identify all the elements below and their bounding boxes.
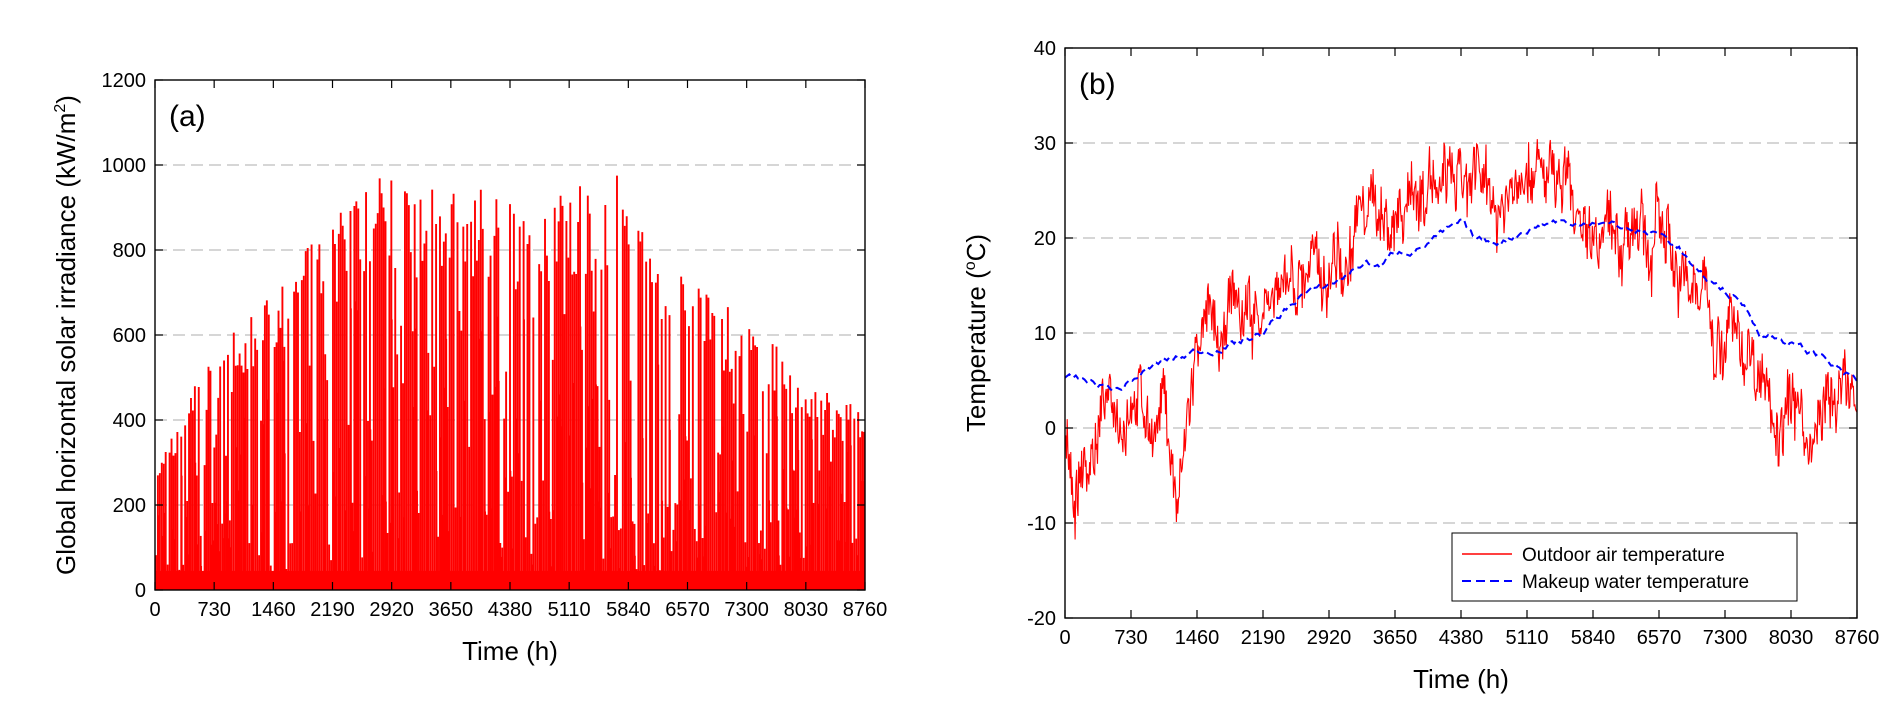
chart-b-y-axis-title-main: Temperature ( xyxy=(961,270,991,432)
chart-a-ticks xyxy=(154,79,866,591)
chart-b-x-tick-labels: 0 730 1460 2190 2920 3650 4380 5110 5840… xyxy=(1059,627,1879,649)
chart-a-y-axis-title-end: ) xyxy=(51,95,81,104)
chart-a-ytick-label: 200 xyxy=(113,495,146,517)
chart-b-legend-box xyxy=(1451,532,1798,602)
chart-a-xtick-label: 8030 xyxy=(784,599,829,621)
chart-b-xtick-label: 8760 xyxy=(1835,627,1880,649)
chart-a-xtick-label: 5840 xyxy=(606,599,651,621)
chart-b-xtick-label: 4380 xyxy=(1439,627,1484,649)
chart-a-xtick-label: 8760 xyxy=(843,599,888,621)
chart-b-legend-label-outdoor: Outdoor air temperature xyxy=(1522,545,1725,566)
chart-a-ytick-label: 0 xyxy=(135,580,146,602)
chart-a-xtick-label: 6570 xyxy=(665,599,710,621)
chart-b-y-axis-title-sup: o xyxy=(962,261,979,270)
chart-a-y-axis-title-main: Global horizontal solar irradiance (kW/m xyxy=(51,113,81,575)
chart-a-y-tick-labels: 0 200 400 600 800 1000 1200 xyxy=(102,70,147,602)
chart-b-xtick-label: 8030 xyxy=(1769,627,1814,649)
chart-a-bars xyxy=(155,175,865,590)
chart-b-legend-label-makeup: Makeup water temperature xyxy=(1522,572,1749,593)
chart-b-ytick-label: -10 xyxy=(1027,513,1056,535)
chart-a-xtick-label: 4380 xyxy=(488,599,533,621)
chart-a: 0 730 1460 2190 2920 3650 4380 5110 5840… xyxy=(51,70,887,666)
chart-b-series-outdoor-air-temperature xyxy=(1065,139,1857,540)
chart-b-ytick-label: 20 xyxy=(1034,228,1056,250)
chart-b-lines xyxy=(1065,139,1857,540)
chart-b-xtick-label: 730 xyxy=(1114,627,1147,649)
chart-b-series-makeup-water-temperature xyxy=(1065,218,1857,392)
chart-a-xtick-label: 5110 xyxy=(548,599,591,621)
chart-a-ytick-label: 600 xyxy=(113,325,146,347)
chart-b-y-tick-labels: -20 -10 0 10 20 30 40 xyxy=(1027,38,1056,630)
chart-a-y-axis-title-sup: 2 xyxy=(52,104,69,113)
chart-b-ytick-label: -20 xyxy=(1027,608,1056,630)
chart-b-ytick-label: 30 xyxy=(1034,133,1056,155)
chart-a-xtick-label: 3650 xyxy=(429,599,474,621)
chart-a-xtick-label: 2920 xyxy=(369,599,414,621)
chart-a-xtick-label: 7300 xyxy=(724,599,769,621)
chart-b-ytick-label: 10 xyxy=(1034,323,1056,345)
chart-b-xtick-label: 2190 xyxy=(1241,627,1286,649)
chart-b-ytick-label: 40 xyxy=(1034,38,1056,60)
chart-a-grid xyxy=(155,164,865,506)
chart-a-xtick-label: 730 xyxy=(197,599,230,621)
chart-a-y-axis-title: Global horizontal solar irradiance (kW/m… xyxy=(51,95,81,575)
chart-b-xtick-label: 6570 xyxy=(1637,627,1682,649)
chart-a-x-axis-title: Time (h) xyxy=(462,636,558,666)
chart-a-xtick-label: 1460 xyxy=(251,599,296,621)
chart-b-ticks xyxy=(1064,47,1858,619)
chart-b-panel-label: (b) xyxy=(1079,68,1116,101)
chart-a-ytick-label: 1000 xyxy=(102,155,147,177)
chart-a-ytick-label: 400 xyxy=(113,410,146,432)
chart-b-y-axis-title: Temperature (oC) xyxy=(961,234,991,432)
chart-a-xtick-label: 2190 xyxy=(310,599,355,621)
chart-a-ytick-label: 800 xyxy=(113,240,146,262)
chart-b-xtick-label: 5110 xyxy=(1505,627,1548,649)
chart-b: 0 730 1460 2190 2920 3650 4380 5110 5840… xyxy=(961,38,1879,694)
chart-b-legend: Outdoor air temperature Makeup water tem… xyxy=(1451,532,1798,602)
chart-a-x-tick-labels: 0 730 1460 2190 2920 3650 4380 5110 5840… xyxy=(149,599,887,621)
chart-b-xtick-label: 2920 xyxy=(1307,627,1352,649)
chart-b-grid xyxy=(1065,142,1857,524)
chart-a-ytick-label: 1200 xyxy=(102,70,147,92)
chart-a-xtick-label: 0 xyxy=(149,599,160,621)
chart-b-xtick-label: 5840 xyxy=(1571,627,1616,649)
chart-b-xtick-label: 0 xyxy=(1059,627,1070,649)
chart-b-xtick-label: 7300 xyxy=(1703,627,1748,649)
chart-b-x-axis-title: Time (h) xyxy=(1413,664,1509,694)
chart-b-xtick-label: 1460 xyxy=(1175,627,1220,649)
chart-b-y-axis-title-end: C) xyxy=(961,234,991,261)
chart-b-xtick-label: 3650 xyxy=(1373,627,1418,649)
chart-b-ytick-label: 0 xyxy=(1045,418,1056,440)
chart-a-panel-label: (a) xyxy=(169,100,206,133)
